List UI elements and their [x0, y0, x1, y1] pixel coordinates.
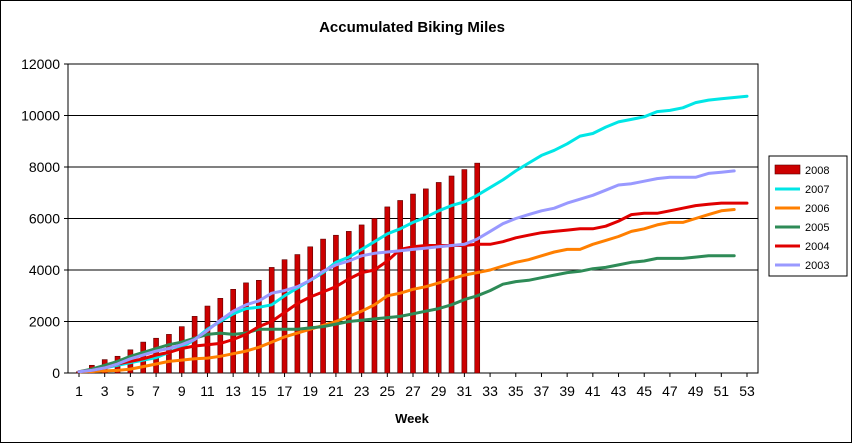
line-2003	[77, 169, 736, 374]
y-tick-label: 8000	[29, 159, 60, 175]
x-tick-label: 5	[126, 383, 134, 399]
x-tick-label: 51	[714, 383, 730, 399]
x-tick-label: 13	[225, 383, 241, 399]
y-tick-label: 10000	[21, 108, 60, 124]
x-tick-label: 35	[508, 383, 524, 399]
legend: 2008 2007 2006 2005 2004 2003	[768, 155, 848, 277]
bar-2008	[448, 175, 455, 374]
x-tick-label: 43	[611, 383, 627, 399]
bar-2008	[243, 282, 249, 374]
legend-label-2007: 2007	[805, 184, 829, 196]
legend-label-2006: 2006	[805, 203, 829, 215]
x-tick-label: 37	[534, 383, 550, 399]
bar-2008	[371, 218, 378, 374]
y-tick-label: 0	[52, 365, 60, 381]
x-tick-label: 31	[457, 383, 473, 399]
bar-2008	[204, 305, 211, 374]
x-tick-label: 23	[354, 383, 370, 399]
bar-2008	[474, 162, 481, 374]
bar-2008	[345, 231, 352, 374]
bar-2008	[333, 234, 339, 374]
x-tick-label: 1	[75, 383, 83, 399]
bar-2008	[217, 298, 224, 374]
x-tick-label: 33	[482, 383, 498, 399]
line-2005	[77, 254, 736, 374]
bar-2008	[423, 188, 429, 374]
x-tick-label: 39	[559, 383, 575, 399]
bar-2008	[294, 254, 301, 374]
x-tick-label: 3	[101, 383, 109, 399]
x-tick-label: 47	[662, 383, 678, 399]
bar-2008	[307, 246, 314, 374]
x-tick-label: 15	[251, 383, 267, 399]
line-2004	[77, 201, 749, 374]
bar-2008	[281, 259, 288, 374]
legend-label-2005: 2005	[805, 222, 829, 234]
legend-label-2004: 2004	[805, 241, 829, 253]
bar-2008	[230, 289, 236, 374]
bar-2008	[320, 238, 326, 374]
x-tick-label: 53	[739, 383, 755, 399]
x-tick-label: 29	[431, 383, 447, 399]
x-tick-label: 7	[152, 383, 160, 399]
legend-label-2003: 2003	[805, 260, 829, 272]
legend-swatch-2008	[774, 164, 801, 175]
x-tick-label: 27	[405, 383, 421, 399]
x-tick-label: 11	[200, 383, 215, 399]
legend-label-2008: 2008	[805, 165, 829, 177]
legend-box	[768, 155, 848, 277]
x-tick-label: 19	[302, 383, 318, 399]
y-tick-label: 2000	[29, 314, 60, 330]
x-tick-label: 25	[380, 383, 396, 399]
x-tick-label: 49	[688, 383, 704, 399]
y-tick-label: 6000	[29, 211, 60, 227]
y-tick-label: 12000	[21, 56, 60, 72]
x-axis-label: Week	[395, 411, 429, 426]
line-2006	[77, 208, 736, 374]
x-tick-label: 9	[178, 383, 186, 399]
chart-title: Accumulated Biking Miles	[319, 19, 505, 36]
bar-2008	[397, 200, 403, 374]
y-tick-label: 4000	[29, 262, 60, 278]
x-tick-label: 21	[328, 383, 344, 399]
x-tick-label: 45	[636, 383, 652, 399]
x-tick-label: 17	[277, 383, 293, 399]
x-tick-label: 41	[585, 383, 601, 399]
